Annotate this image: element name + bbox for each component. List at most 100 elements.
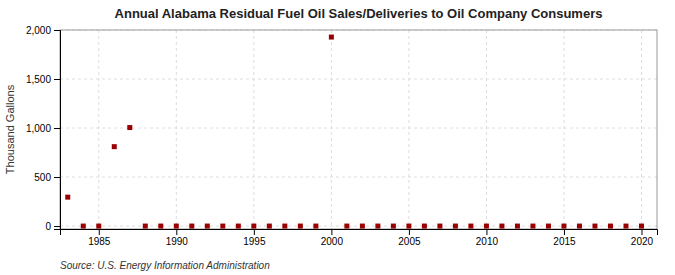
point [282, 224, 287, 229]
point [112, 144, 117, 149]
tick-label: 0 [45, 221, 51, 232]
tick-label: 1,000 [26, 123, 51, 134]
point [65, 195, 70, 200]
grid-line [563, 30, 564, 229]
tick-mark [54, 226, 60, 227]
tick-label: 2000 [321, 236, 344, 247]
tick-label: 2015 [553, 236, 576, 247]
point [236, 224, 241, 229]
point [577, 224, 582, 229]
tick-label: 2,000 [26, 25, 51, 36]
tick-mark [564, 229, 565, 235]
point [530, 224, 535, 229]
annotation: Source: U.S. Energy Information Administ… [60, 260, 270, 271]
grid-line [253, 30, 254, 229]
grid-line [331, 30, 332, 229]
point [608, 224, 613, 229]
point [158, 224, 163, 229]
tick: 0 [45, 221, 60, 232]
point [546, 224, 551, 229]
point [437, 224, 442, 229]
axis-line [54, 31, 61, 230]
tick: 2010 [476, 229, 499, 247]
chart: 1985 1990 1995 2000 2005 2010 2015 2020 0 500 1,00… [0, 0, 675, 275]
point [515, 224, 520, 229]
tick: 1985 [88, 229, 111, 247]
point [592, 224, 597, 229]
point [453, 224, 458, 229]
tick: 1,000 [26, 123, 60, 134]
point [623, 224, 628, 229]
tick-mark [486, 229, 487, 235]
tick-label: 2010 [476, 236, 499, 247]
axis-line [61, 230, 658, 236]
point [189, 224, 194, 229]
point [81, 224, 86, 229]
tick-label: 1995 [243, 236, 266, 247]
tick-mark [331, 229, 332, 235]
tick-label: 2020 [631, 236, 654, 247]
tick-mark [409, 229, 410, 235]
point [375, 224, 380, 229]
point [251, 224, 256, 229]
grid-line [60, 177, 657, 178]
point [406, 224, 411, 229]
tick-label: 1990 [166, 236, 189, 247]
point [127, 125, 132, 130]
point [344, 224, 349, 229]
point [220, 224, 225, 229]
tick-mark [641, 229, 642, 235]
point [205, 224, 210, 229]
point [499, 224, 504, 229]
grid [60, 30, 657, 229]
point [422, 224, 427, 229]
tick: 2020 [631, 229, 654, 247]
point [561, 224, 566, 229]
tick-mark [54, 79, 60, 80]
point [391, 224, 396, 229]
tick: 1,500 [26, 74, 60, 85]
plot: 1985 1990 1995 2000 2005 2010 2015 2020 0 500 1,00… [26, 25, 658, 247]
tick-mark [54, 30, 60, 31]
tick-mark [54, 128, 60, 129]
tick: 2,000 [26, 25, 60, 36]
tick: 1995 [243, 229, 266, 247]
point [639, 224, 644, 229]
tick: 2015 [553, 229, 576, 247]
tick-label: 1985 [88, 236, 111, 247]
point [329, 35, 334, 40]
tick-mark [99, 229, 100, 235]
tick-mark [54, 177, 60, 178]
tick: 1990 [166, 229, 189, 247]
grid-line [641, 30, 642, 229]
tick: 2000 [321, 229, 344, 247]
y-axis-label: Thousand Gallons [4, 84, 16, 174]
tick-mark [254, 229, 255, 235]
point [298, 224, 303, 229]
grid-line [98, 30, 99, 229]
point [468, 224, 473, 229]
grid-line [60, 226, 657, 227]
point [484, 224, 489, 229]
points [65, 35, 644, 229]
point [96, 224, 101, 229]
tick-mark [176, 229, 177, 235]
tick-label: 2005 [398, 236, 421, 247]
x-axis: 1985 1990 1995 2000 2005 2010 2015 2020 [61, 229, 658, 247]
point [267, 224, 272, 229]
point [174, 224, 179, 229]
title: Annual Alabama Residual Fuel Oil Sales/D… [115, 6, 603, 21]
grid-line [60, 128, 657, 129]
point [143, 224, 148, 229]
grid-line [408, 30, 409, 229]
grid-line [486, 30, 487, 229]
tick-label: 500 [34, 172, 51, 183]
plot-frame [60, 30, 657, 229]
tick: 500 [34, 172, 60, 183]
y-axis: 0 500 1,000 1,500 2,000 [26, 25, 61, 232]
tick: 2005 [398, 229, 421, 247]
grid-line [60, 79, 657, 80]
point [313, 224, 318, 229]
point [360, 224, 365, 229]
tick-label: 1,500 [26, 74, 51, 85]
